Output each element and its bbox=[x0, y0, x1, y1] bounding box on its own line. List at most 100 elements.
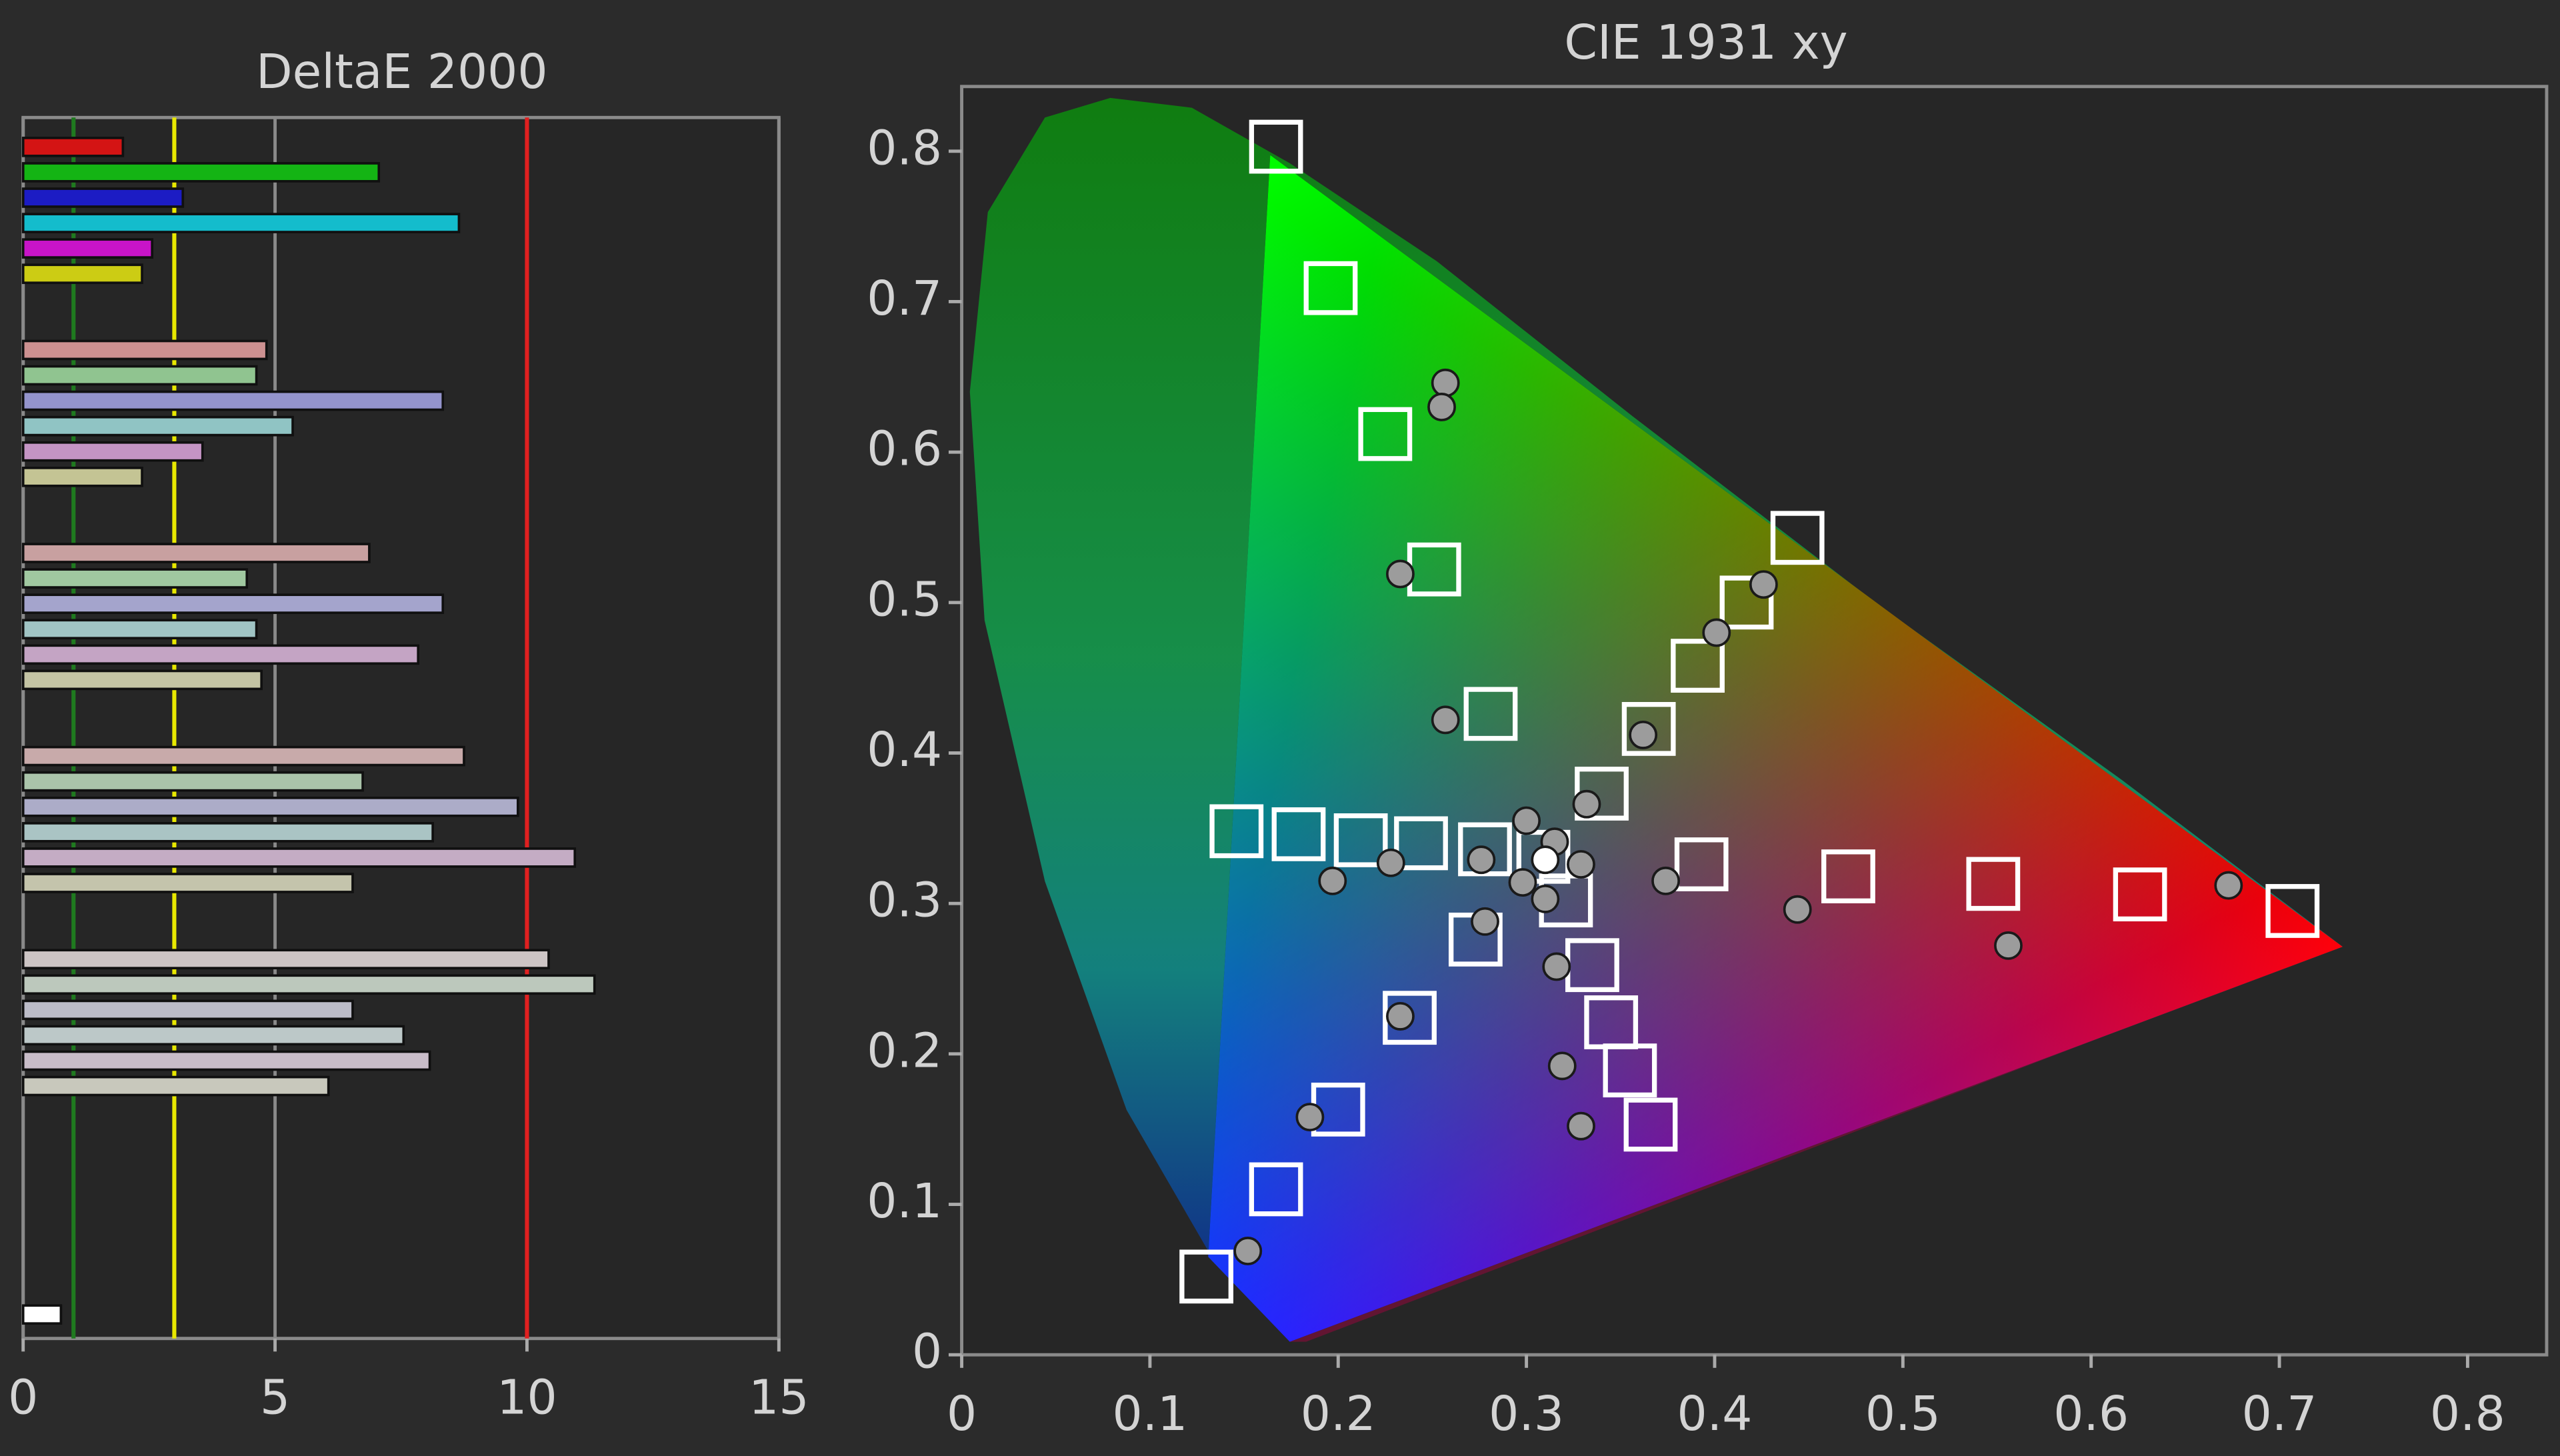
bar bbox=[21, 137, 125, 157]
bar bbox=[21, 365, 258, 386]
bar bbox=[21, 999, 354, 1021]
measured-point bbox=[1431, 368, 1460, 397]
target-point bbox=[1621, 701, 1676, 756]
chart-title: CIE 1931 xy bbox=[1564, 15, 1847, 70]
y-tick-label: 0.2 bbox=[867, 1023, 942, 1078]
y-tick-label: 0.6 bbox=[867, 421, 942, 477]
target-point bbox=[1249, 119, 1303, 174]
measured-point bbox=[1508, 868, 1537, 897]
bar bbox=[21, 1050, 431, 1071]
x-tick-label: 0.2 bbox=[1301, 1386, 1376, 1441]
x-tick-label: 15 bbox=[749, 1369, 809, 1425]
target-point bbox=[1719, 575, 1774, 630]
measured-point bbox=[2214, 871, 2243, 900]
target-point bbox=[1463, 687, 1518, 741]
x-tick-label: 0.5 bbox=[1865, 1386, 1941, 1441]
bar bbox=[21, 238, 154, 259]
measured-point bbox=[1386, 559, 1415, 589]
bar bbox=[21, 467, 143, 487]
bar bbox=[21, 745, 465, 767]
chart-title: DeltaE 2000 bbox=[256, 44, 548, 99]
target-point bbox=[1303, 261, 1358, 315]
x-tick-label: 0.6 bbox=[2053, 1386, 2129, 1441]
y-tick-label: 0.4 bbox=[867, 722, 942, 777]
bar bbox=[21, 949, 550, 970]
target-point bbox=[1333, 813, 1388, 867]
x-tick-label: 0.7 bbox=[2242, 1386, 2317, 1441]
bar bbox=[21, 568, 249, 589]
measured-point bbox=[1318, 866, 1347, 895]
target-point bbox=[1249, 1162, 1303, 1217]
bar bbox=[21, 822, 434, 843]
measured-point bbox=[1651, 866, 1680, 895]
target-point bbox=[1383, 991, 1437, 1045]
target-point bbox=[1209, 804, 1264, 859]
bar bbox=[21, 847, 577, 868]
x-tick-label: 0.4 bbox=[1677, 1386, 1753, 1441]
measured-point bbox=[1295, 1103, 1325, 1132]
measured-point bbox=[1567, 850, 1595, 879]
target-point bbox=[1603, 1043, 1657, 1098]
bar bbox=[21, 1025, 405, 1046]
y-tick-label: 0 bbox=[912, 1324, 942, 1379]
measured-point bbox=[1427, 393, 1456, 421]
x-tick-label: 0.8 bbox=[2430, 1386, 2505, 1441]
bar bbox=[21, 543, 371, 563]
bar bbox=[21, 441, 204, 462]
x-tick-label: 10 bbox=[497, 1369, 557, 1425]
target-point bbox=[1623, 1097, 1678, 1152]
measured-point bbox=[1749, 570, 1778, 599]
bar bbox=[21, 339, 268, 361]
bar bbox=[21, 974, 596, 995]
target-point bbox=[1458, 822, 1512, 877]
x-tick-label: 0 bbox=[947, 1386, 977, 1441]
measured-point bbox=[1629, 720, 1658, 749]
bar bbox=[21, 796, 519, 817]
x-tick-label: 0.3 bbox=[1489, 1386, 1564, 1441]
target-point bbox=[1674, 837, 1729, 891]
target-point bbox=[1394, 816, 1448, 871]
y-tick-label: 0.5 bbox=[867, 571, 942, 627]
target-point bbox=[1271, 807, 1326, 861]
bar bbox=[21, 415, 294, 437]
measured-point bbox=[1567, 1111, 1595, 1141]
y-tick-label: 0.1 bbox=[867, 1173, 942, 1229]
y-tick-label: 0.8 bbox=[867, 120, 942, 175]
bar bbox=[21, 390, 445, 411]
bar bbox=[21, 619, 258, 640]
bar bbox=[21, 263, 143, 285]
measured-point bbox=[1572, 789, 1601, 819]
target-point bbox=[1179, 1249, 1234, 1304]
measured-point bbox=[1512, 806, 1541, 835]
target-point bbox=[2113, 867, 2167, 922]
measured-point bbox=[1471, 907, 1499, 936]
measured-point bbox=[1542, 952, 1571, 981]
bar bbox=[21, 1304, 63, 1325]
bar bbox=[21, 644, 420, 665]
plot-frame bbox=[21, 115, 781, 1341]
measured-point bbox=[1233, 1237, 1263, 1265]
bar bbox=[21, 187, 185, 208]
measured-point bbox=[1531, 884, 1560, 913]
measured-point bbox=[1386, 1002, 1415, 1031]
bar bbox=[21, 162, 381, 183]
y-tick-label: 0.7 bbox=[867, 271, 942, 326]
bar bbox=[21, 213, 461, 233]
target-point bbox=[1821, 849, 1875, 903]
measured-point bbox=[1467, 845, 1496, 875]
measured-point bbox=[1376, 848, 1405, 877]
bar bbox=[21, 1075, 330, 1097]
target-point bbox=[1770, 511, 1825, 565]
measured-point bbox=[1431, 705, 1460, 735]
bar bbox=[21, 669, 263, 691]
target-point bbox=[1358, 407, 1413, 461]
measured-point bbox=[1702, 618, 1731, 647]
measured-point bbox=[1994, 931, 2023, 960]
target-point bbox=[1671, 639, 1725, 693]
x-tick-label: 0 bbox=[8, 1369, 38, 1425]
bar bbox=[21, 873, 354, 893]
x-tick-label: 0.1 bbox=[1112, 1386, 1187, 1441]
y-tick-label: 0.3 bbox=[867, 873, 942, 928]
